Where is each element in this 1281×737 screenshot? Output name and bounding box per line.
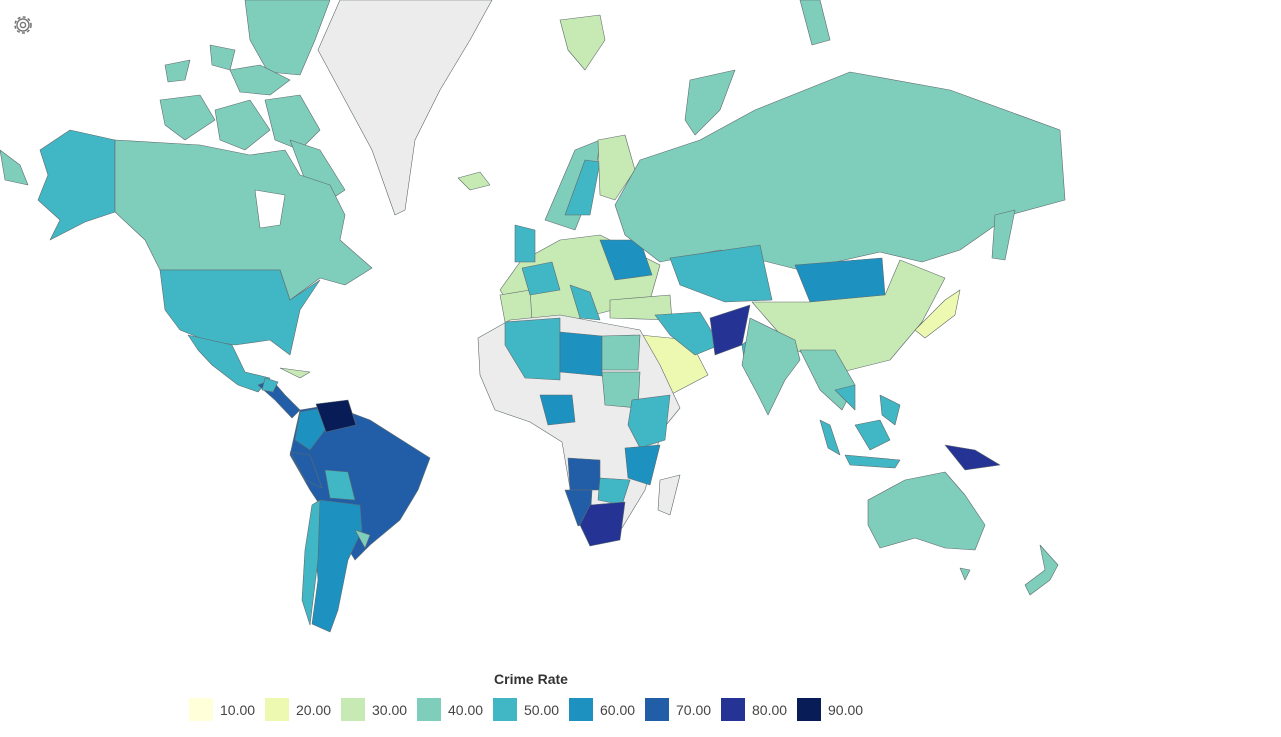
legend-label: 20.00 [296, 702, 331, 718]
legend-label: 50.00 [524, 702, 559, 718]
legend-label: 70.00 [676, 702, 711, 718]
legend-swatch [569, 698, 593, 721]
legend-label: 10.00 [220, 702, 255, 718]
legend-swatch [493, 698, 517, 721]
legend-swatch [797, 698, 821, 721]
legend-title: Crime Rate [494, 671, 568, 687]
legend-label: 40.00 [448, 702, 483, 718]
legend-swatch [265, 698, 289, 721]
legend-label: 60.00 [600, 702, 635, 718]
legend-swatch [341, 698, 365, 721]
legend-label: 90.00 [828, 702, 863, 718]
legend-label: 30.00 [372, 702, 407, 718]
legend-swatch [721, 698, 745, 721]
legend-swatch [645, 698, 669, 721]
legend-swatch [189, 698, 213, 721]
legend-swatch [417, 698, 441, 721]
legend: 10.00 20.00 30.00 40.00 50.00 60.00 70.00 80.00… [189, 698, 863, 721]
legend-label: 80.00 [752, 702, 787, 718]
countries [0, 0, 1066, 633]
settings-icon[interactable] [14, 16, 32, 34]
